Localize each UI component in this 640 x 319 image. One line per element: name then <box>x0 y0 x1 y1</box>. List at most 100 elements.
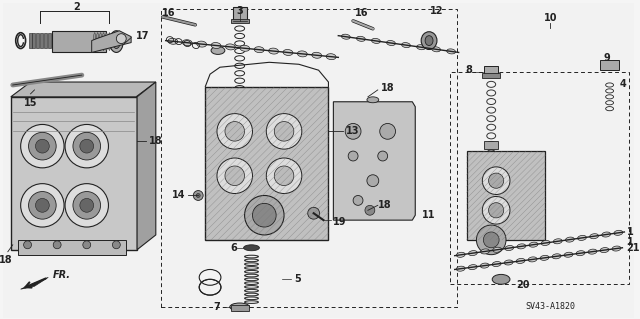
Circle shape <box>365 205 375 215</box>
Text: 17: 17 <box>136 31 150 41</box>
Bar <box>467 151 545 240</box>
Ellipse shape <box>196 41 207 47</box>
Ellipse shape <box>576 251 585 256</box>
Circle shape <box>53 241 61 249</box>
Bar <box>52 31 106 52</box>
Circle shape <box>65 184 108 227</box>
Circle shape <box>83 241 91 249</box>
Text: FR.: FR. <box>53 271 71 280</box>
Ellipse shape <box>492 262 501 267</box>
Bar <box>205 87 328 240</box>
Ellipse shape <box>244 245 259 251</box>
Circle shape <box>24 241 31 249</box>
Ellipse shape <box>529 242 538 247</box>
Circle shape <box>476 225 506 255</box>
Circle shape <box>483 167 510 195</box>
Text: 14: 14 <box>172 190 186 200</box>
Circle shape <box>193 190 203 200</box>
Bar <box>44 33 47 48</box>
Polygon shape <box>137 82 156 250</box>
Polygon shape <box>11 82 156 97</box>
Circle shape <box>20 184 64 227</box>
Ellipse shape <box>456 266 465 271</box>
Text: SV43-A1820: SV43-A1820 <box>525 302 575 311</box>
Text: 1: 1 <box>627 237 634 247</box>
Text: 16: 16 <box>355 8 369 18</box>
Circle shape <box>35 139 49 153</box>
Ellipse shape <box>468 251 477 256</box>
Ellipse shape <box>99 33 102 50</box>
Circle shape <box>348 151 358 161</box>
Ellipse shape <box>493 247 502 252</box>
Circle shape <box>308 207 319 219</box>
Ellipse shape <box>468 265 477 270</box>
Ellipse shape <box>492 274 510 284</box>
Ellipse shape <box>371 38 380 43</box>
Circle shape <box>266 158 302 194</box>
Circle shape <box>244 196 284 235</box>
Ellipse shape <box>516 258 525 263</box>
Ellipse shape <box>432 47 440 52</box>
Ellipse shape <box>230 303 250 311</box>
Bar <box>484 141 498 149</box>
Ellipse shape <box>367 97 379 103</box>
Circle shape <box>29 132 56 160</box>
Bar <box>11 97 137 250</box>
Circle shape <box>266 114 302 149</box>
Text: 10: 10 <box>543 13 557 23</box>
Text: 19: 19 <box>333 217 347 227</box>
Ellipse shape <box>283 49 293 56</box>
Circle shape <box>488 203 504 218</box>
Circle shape <box>73 132 100 160</box>
Bar <box>231 19 248 23</box>
Ellipse shape <box>102 33 105 50</box>
Circle shape <box>196 194 200 197</box>
Bar <box>40 33 44 48</box>
Circle shape <box>35 198 49 212</box>
Circle shape <box>20 124 64 168</box>
Circle shape <box>275 166 294 186</box>
Text: 15: 15 <box>24 98 37 108</box>
Ellipse shape <box>211 42 221 48</box>
Ellipse shape <box>517 244 526 249</box>
Ellipse shape <box>111 33 114 50</box>
Bar <box>467 151 545 240</box>
Ellipse shape <box>312 52 322 58</box>
Ellipse shape <box>269 48 278 54</box>
Circle shape <box>353 196 363 205</box>
Bar <box>29 33 31 48</box>
Ellipse shape <box>401 42 410 48</box>
Circle shape <box>488 173 504 188</box>
Ellipse shape <box>387 41 396 46</box>
Text: 7: 7 <box>213 302 220 312</box>
Text: 9: 9 <box>604 53 610 63</box>
Circle shape <box>225 166 244 186</box>
Circle shape <box>217 158 253 194</box>
Ellipse shape <box>105 33 108 50</box>
Text: 6: 6 <box>230 243 237 253</box>
Bar <box>205 87 328 240</box>
Circle shape <box>225 122 244 141</box>
Ellipse shape <box>614 230 623 235</box>
Text: 20: 20 <box>516 280 529 290</box>
Ellipse shape <box>356 36 365 41</box>
Text: 8: 8 <box>465 65 472 75</box>
Ellipse shape <box>540 255 549 260</box>
Text: 4: 4 <box>620 79 626 89</box>
Ellipse shape <box>298 51 307 57</box>
Ellipse shape <box>554 239 562 244</box>
Ellipse shape <box>417 45 426 50</box>
Polygon shape <box>333 102 415 220</box>
Circle shape <box>253 204 276 227</box>
Circle shape <box>483 232 499 248</box>
Ellipse shape <box>552 254 561 259</box>
Circle shape <box>80 198 93 212</box>
Bar <box>18 240 126 255</box>
Text: 16: 16 <box>162 8 175 18</box>
Bar <box>233 7 246 21</box>
Ellipse shape <box>421 32 437 49</box>
Circle shape <box>29 191 56 219</box>
Text: 2: 2 <box>74 2 80 12</box>
Ellipse shape <box>481 249 490 254</box>
Ellipse shape <box>505 246 514 250</box>
